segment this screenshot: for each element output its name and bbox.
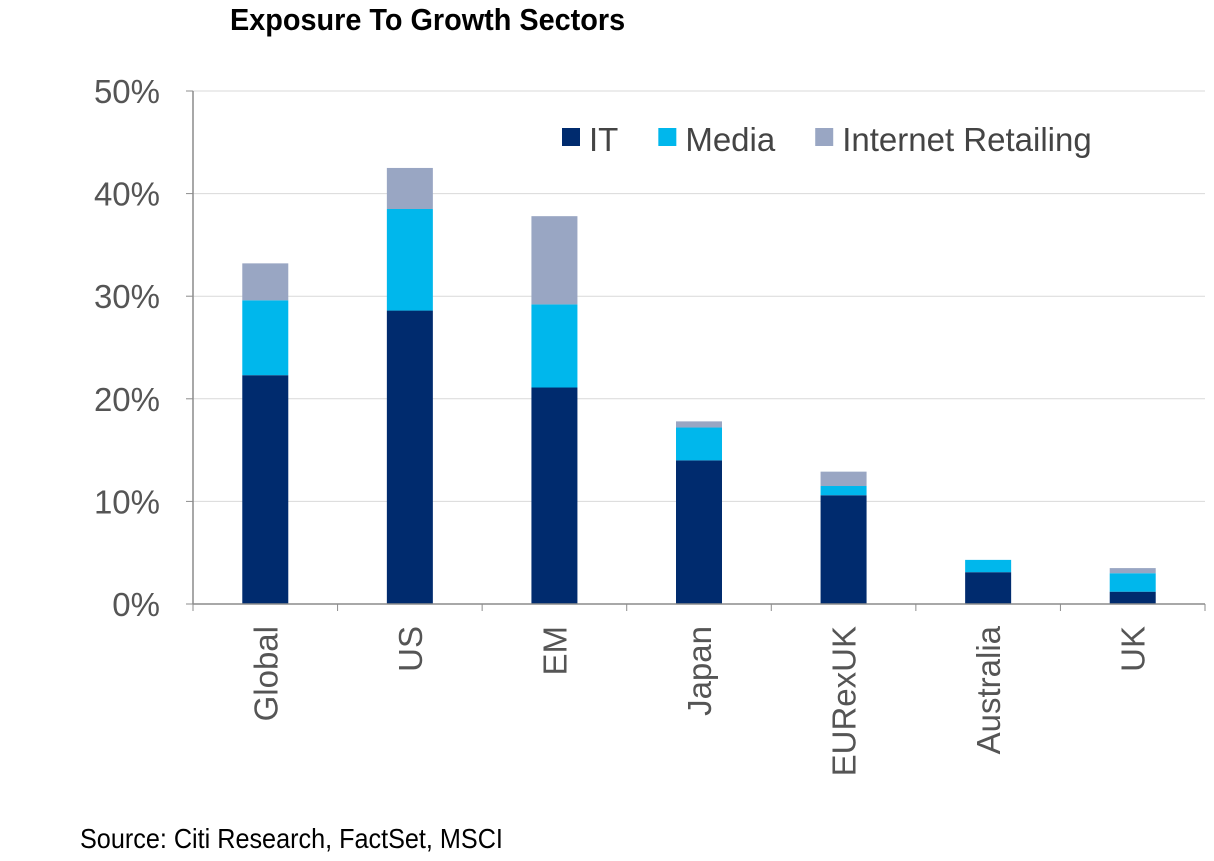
category-label: Japan bbox=[681, 626, 718, 716]
bar-segment bbox=[1109, 573, 1156, 592]
category-label: UK bbox=[1115, 626, 1152, 672]
legend: IT Media Internet Retailing bbox=[562, 121, 1092, 158]
bar-segment bbox=[820, 471, 867, 487]
bar-segment bbox=[386, 208, 433, 311]
legend-swatch bbox=[658, 128, 677, 146]
y-tick-label: 40% bbox=[94, 176, 160, 213]
category-labels: Global US EM Japan EURexUK Australia UK bbox=[247, 625, 1151, 776]
bar-segment bbox=[820, 495, 867, 604]
category-label: Global bbox=[247, 626, 284, 721]
legend-swatch bbox=[562, 128, 580, 146]
y-tick-label: 30% bbox=[94, 278, 160, 315]
y-tick-label: 20% bbox=[94, 381, 160, 418]
gridlines bbox=[193, 90, 1205, 502]
bar-segment bbox=[242, 375, 289, 604]
category-label: EURexUK bbox=[826, 626, 863, 776]
bar-segment bbox=[531, 216, 578, 305]
y-tick-label: 0% bbox=[112, 586, 160, 623]
category-label: US bbox=[392, 626, 429, 672]
bar-segment bbox=[965, 572, 1012, 604]
legend-swatch bbox=[815, 128, 834, 146]
y-tick-label: 50% bbox=[94, 73, 160, 110]
bar-segment bbox=[386, 310, 433, 604]
bar-segment bbox=[820, 486, 867, 496]
legend-label: Media bbox=[685, 121, 776, 158]
bar-segment bbox=[531, 387, 578, 604]
bar-segment bbox=[965, 559, 1012, 573]
y-tick-label: 10% bbox=[94, 483, 160, 520]
bar-segment bbox=[1109, 568, 1156, 574]
legend-label: Internet Retailing bbox=[842, 121, 1091, 158]
bar-segment bbox=[242, 263, 289, 301]
bar-segment bbox=[676, 427, 722, 461]
bar-segment bbox=[676, 421, 722, 428]
bar-segment bbox=[676, 460, 722, 604]
category-label: EM bbox=[536, 626, 573, 676]
bar-segment bbox=[386, 167, 433, 209]
source-note: Source: Citi Research, FactSet, MSCI bbox=[80, 823, 503, 854]
bar-segment bbox=[1109, 591, 1156, 604]
legend-label: IT bbox=[589, 121, 618, 158]
category-label: Australia bbox=[970, 625, 1007, 754]
bar-stacks bbox=[242, 167, 1156, 604]
y-axis-ticks: 0% 10% 20% 30% 40% 50% bbox=[94, 73, 160, 623]
chart-title: Exposure To Growth Sectors bbox=[230, 2, 626, 37]
axes bbox=[186, 90, 1206, 611]
bar-segment bbox=[531, 304, 578, 388]
bar-segment bbox=[242, 300, 289, 376]
